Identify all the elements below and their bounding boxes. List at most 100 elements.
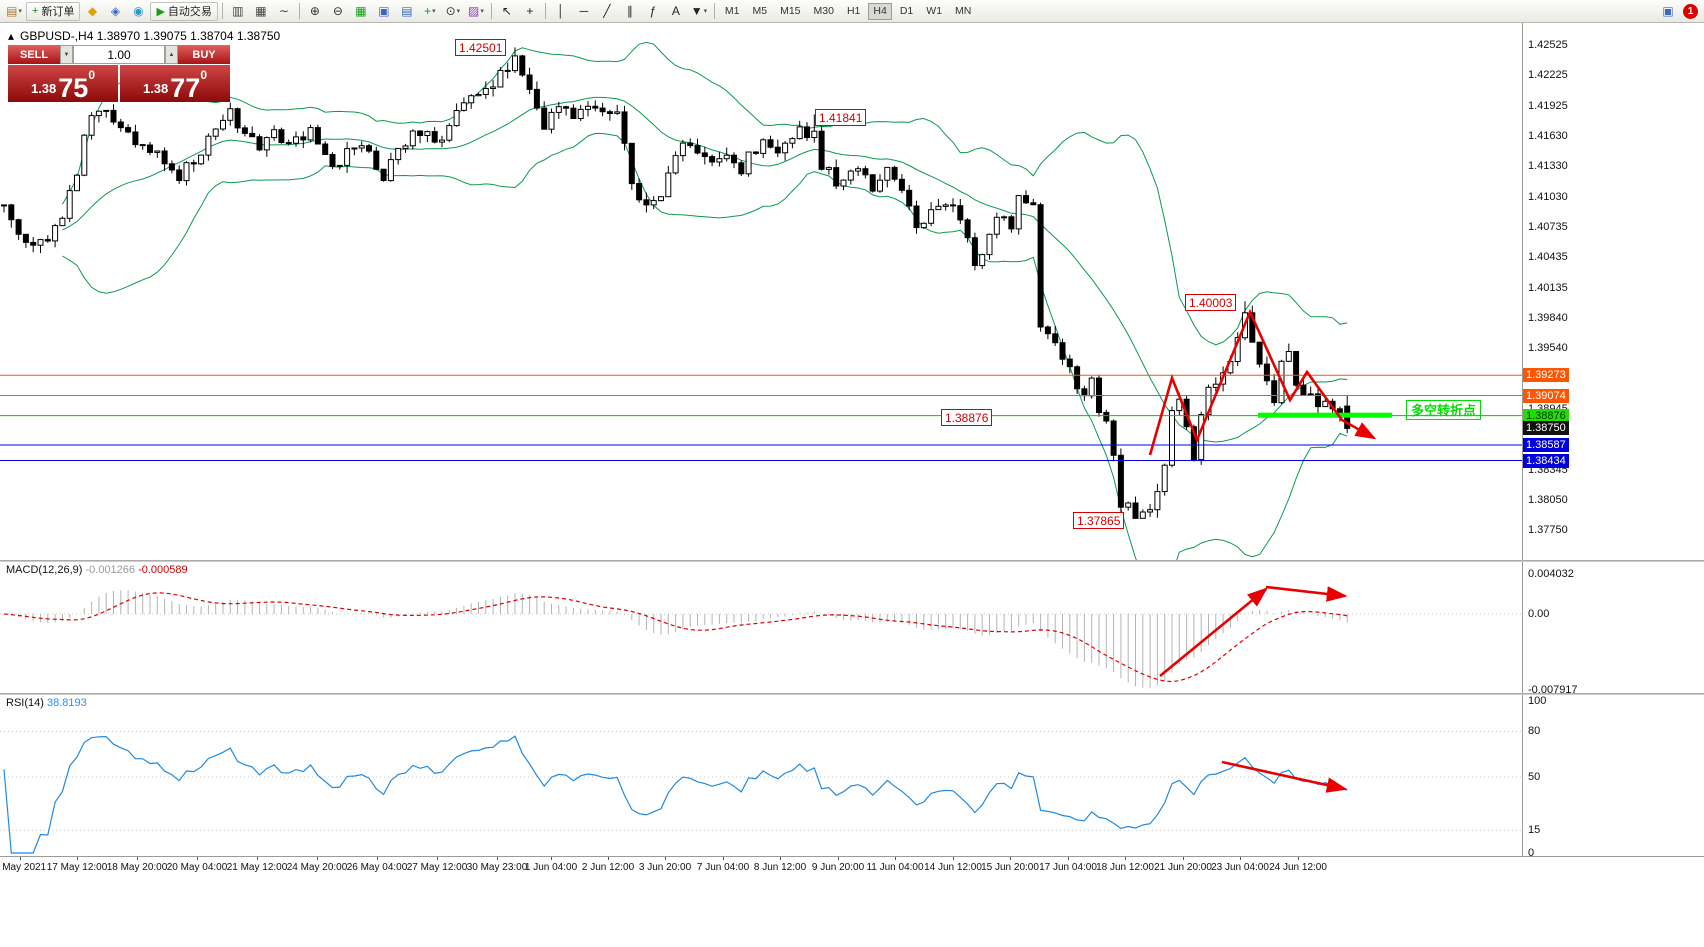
time-axis-tick	[20, 857, 21, 860]
chat-icon: ▣	[1662, 4, 1674, 18]
candlestick-mode-button[interactable]: ▦	[250, 2, 272, 21]
symbol-ohlc-text: GBPUSD-,H4 1.38970 1.39075 1.38704 1.387…	[20, 29, 281, 43]
tile-windows-button[interactable]: ▦	[350, 2, 372, 21]
timeframe-m5-button[interactable]: M5	[752, 5, 768, 17]
time-axis-label: 11 Jun 04:00	[866, 862, 924, 873]
buy-price-display[interactable]: 1.38 77 0	[120, 65, 230, 102]
indicators-button[interactable]: + ▾	[419, 2, 441, 21]
volume-input[interactable]	[73, 45, 165, 64]
price-axis[interactable]: 1.42525 1.42225 1.41925 1.41630 1.41330 1.410…	[1522, 23, 1704, 560]
fibonacci-button[interactable]: ƒ	[642, 2, 664, 21]
autotrading-button[interactable]: ▶ 自动交易	[150, 1, 218, 21]
pane-splitter[interactable]	[0, 693, 1704, 695]
line-chart-mode-button[interactable]: ∼	[273, 2, 295, 21]
volume-decrease-button[interactable]: ▼	[60, 45, 73, 64]
rsi-pane[interactable]: RSI(14) 38.8193	[0, 695, 1522, 856]
timeframe-h1-button[interactable]: H1	[846, 5, 861, 17]
price-tag: 1.38587	[1523, 438, 1569, 452]
time-axis-label: 2 Jun 12:00	[581, 862, 635, 873]
time-axis-label: 3 Jun 20:00	[638, 862, 692, 873]
sell-price-display[interactable]: 1.38 75 0	[8, 65, 118, 102]
buy-button[interactable]: BUY	[178, 45, 230, 64]
metaeditor-button[interactable]: ◆	[81, 2, 103, 21]
rsi-axis-label: 0	[1528, 847, 1535, 856]
sell-button[interactable]: SELL	[8, 45, 60, 64]
timeframe-m30-button[interactable]: M30	[813, 5, 834, 17]
turn-point-label[interactable]: 多空转折点	[1406, 400, 1482, 420]
macd-trend-arrow[interactable]	[1265, 585, 1348, 602]
collapse-arrow-icon[interactable]: ▴	[8, 29, 15, 43]
price-chart-canvas	[0, 41, 1522, 560]
timeframe-h4-button[interactable]: H4	[868, 2, 892, 20]
price-callout[interactable]: 1.38876	[941, 409, 993, 426]
channel-button[interactable]: ∥	[619, 2, 641, 21]
time-axis-tick	[953, 857, 954, 860]
cascade-windows-button[interactable]: ▣	[373, 2, 395, 21]
price-axis-label: 1.39540	[1528, 342, 1568, 354]
new-order-button[interactable]: + 新订单	[26, 1, 81, 21]
price-trend-arrow[interactable]	[1148, 308, 1377, 456]
new-chart-button[interactable]: ▤ ▾	[3, 2, 25, 21]
macd-pane[interactable]: MACD(12,26,9) -0.001266 -0.000589	[0, 562, 1522, 693]
crosshair-button[interactable]: +	[519, 2, 541, 21]
price-axis-label: 1.39840	[1528, 312, 1568, 324]
time-axis-tick	[497, 857, 498, 860]
price-axis-label: 1.41925	[1528, 100, 1568, 112]
channel-icon: ∥	[626, 4, 633, 18]
volume-increase-button[interactable]: ▲	[165, 45, 178, 64]
cursor-button[interactable]: ↖	[496, 2, 518, 21]
time-axis-tick	[1125, 857, 1126, 860]
vertical-line-button[interactable]: │	[550, 2, 572, 21]
rsi-axis-label: 100	[1528, 695, 1547, 707]
time-axis-tick	[1183, 857, 1184, 860]
layouts-icon: ◈	[110, 4, 121, 18]
timeframe-mn-button[interactable]: MN	[955, 5, 972, 17]
notification-badge[interactable]: 1	[1683, 3, 1698, 19]
new-order-icon: +	[32, 5, 39, 17]
price-tag: 1.39074	[1523, 389, 1569, 403]
time-axis-tick	[723, 857, 724, 860]
price-callout[interactable]: 1.42501	[455, 39, 507, 56]
timeframe-w1-button[interactable]: W1	[926, 5, 943, 17]
time-axis-tick	[377, 857, 378, 860]
turn-point-line[interactable]	[1258, 412, 1392, 418]
horizontal-line-button[interactable]: ─	[573, 2, 595, 21]
macd-trend-arrow[interactable]	[1159, 587, 1269, 678]
community-chat-button[interactable]: ▣	[1657, 2, 1679, 21]
macd-signal-value: -0.000589	[138, 564, 188, 576]
bollinger-lower-band	[62, 132, 1348, 560]
timeframe-d1-button[interactable]: D1	[899, 5, 914, 17]
time-axis-label: 24 Jun 12:00	[1269, 862, 1327, 873]
price-tag: 1.38876	[1523, 409, 1569, 423]
community-button[interactable]: ◉	[127, 2, 149, 21]
timeframe-m15-button[interactable]: M15	[780, 5, 801, 17]
arrows-button[interactable]: ▼ ▾	[688, 2, 710, 21]
trendline-button[interactable]: ╱	[596, 2, 618, 21]
price-chart-pane[interactable]: ▴ GBPUSD-,H4 1.38970 1.39075 1.38704 1.3…	[0, 23, 1522, 560]
templates-button[interactable]: ▨ ▾	[465, 2, 487, 21]
price-axis-label: 1.38050	[1528, 494, 1568, 506]
price-callout[interactable]: 1.41841	[815, 109, 867, 126]
macd-canvas	[0, 585, 1522, 688]
horizontal-level-lines[interactable]	[0, 374, 1522, 461]
price-callout[interactable]: 1.37865	[1073, 512, 1125, 529]
horizontal-line-icon: ─	[579, 4, 589, 18]
zoom-in-button[interactable]: ⊕	[304, 2, 326, 21]
time-axis-tick	[780, 857, 781, 860]
periods-button[interactable]: ⊙ ▾	[442, 2, 464, 21]
metaeditor-icon: ◆	[87, 4, 98, 18]
bollinger-bands	[61, 41, 1348, 560]
rsi-trend-arrow[interactable]	[1221, 760, 1348, 793]
timeframe-m1-button[interactable]: M1	[724, 5, 740, 17]
arrange-windows-button[interactable]: ▤	[396, 2, 418, 21]
zoom-out-button[interactable]: ⊖	[327, 2, 349, 21]
layouts-button[interactable]: ◈	[104, 2, 126, 21]
time-axis-label: 8 Jun 12:00	[753, 862, 807, 873]
price-callout[interactable]: 1.40003	[1185, 294, 1237, 311]
pane-splitter[interactable]	[0, 560, 1704, 562]
text-button[interactable]: A	[665, 2, 687, 21]
time-axis-label: 20 May 04:00	[166, 862, 228, 873]
sell-price-base: 1.38	[30, 81, 57, 96]
bar-chart-mode-button[interactable]: ▥	[227, 2, 249, 21]
